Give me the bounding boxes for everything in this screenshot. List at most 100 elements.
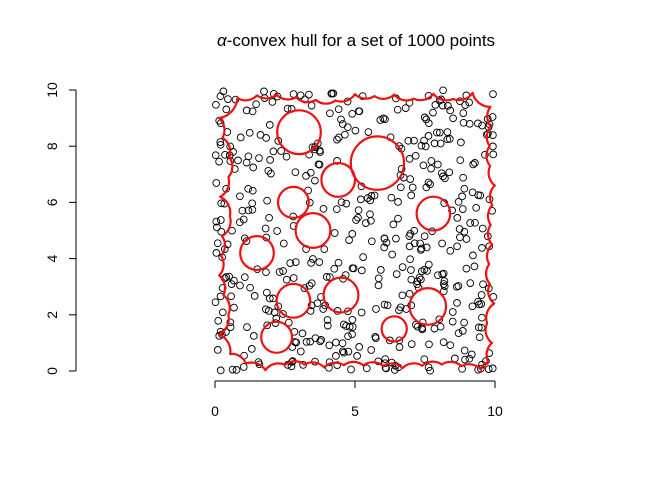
data-point <box>398 263 407 271</box>
data-point <box>380 243 389 252</box>
data-point <box>213 346 222 354</box>
data-point <box>236 192 244 201</box>
data-point <box>453 214 462 222</box>
data-point <box>420 265 429 274</box>
data-point <box>458 192 466 201</box>
data-point <box>456 156 465 165</box>
data-point <box>366 196 375 205</box>
data-point <box>337 115 345 124</box>
data-point <box>221 150 229 159</box>
data-point <box>313 299 322 308</box>
data-point <box>222 105 231 114</box>
data-point <box>390 366 399 374</box>
data-point <box>269 147 278 156</box>
data-point <box>279 239 288 248</box>
data-point <box>344 332 352 341</box>
data-point <box>436 139 445 148</box>
data-point <box>420 113 429 122</box>
data-point <box>465 119 474 128</box>
data-point <box>354 107 363 116</box>
data-point <box>300 284 309 292</box>
data-point <box>438 101 447 110</box>
data-point <box>217 199 226 208</box>
data-point <box>348 315 357 324</box>
data-point <box>405 242 414 251</box>
data-point <box>407 275 416 284</box>
data-point <box>218 308 227 317</box>
data-point <box>433 128 441 137</box>
data-point <box>457 138 465 147</box>
data-point <box>306 337 315 346</box>
data-point <box>309 255 317 263</box>
data-point <box>408 183 417 192</box>
data-point <box>465 354 474 363</box>
data-point <box>393 105 402 114</box>
data-point <box>248 199 257 208</box>
data-point <box>417 275 425 284</box>
data-point <box>430 139 439 148</box>
data-point <box>227 280 236 288</box>
data-point <box>453 299 461 307</box>
data-point <box>380 300 389 309</box>
title-alpha: α <box>217 31 228 50</box>
data-point <box>459 109 468 117</box>
data-point <box>338 120 347 128</box>
data-point <box>222 273 231 281</box>
data-point <box>296 91 305 100</box>
data-point <box>264 166 273 175</box>
data-point <box>291 258 300 266</box>
hull-hole <box>415 195 452 232</box>
data-point <box>341 130 349 139</box>
data-point <box>216 216 225 224</box>
data-point <box>379 114 388 123</box>
data-point <box>420 355 429 364</box>
data-point <box>282 275 291 284</box>
data-point <box>306 168 315 177</box>
data-point <box>382 238 391 247</box>
chart-title: α-convex hull for a set of 1000 points <box>217 31 495 50</box>
data-point <box>239 363 248 371</box>
data-point <box>470 262 479 271</box>
hull-hole <box>349 135 406 191</box>
data-point <box>419 161 428 170</box>
data-point <box>381 115 389 124</box>
data-point <box>226 318 235 327</box>
data-point <box>245 128 254 137</box>
data-point <box>476 191 485 200</box>
data-point <box>228 365 237 374</box>
data-point <box>338 339 347 348</box>
data-point <box>455 225 464 233</box>
data-point <box>458 205 467 213</box>
data-point <box>367 192 376 200</box>
data-point <box>227 292 235 301</box>
data-point <box>460 184 469 193</box>
data-point <box>449 114 457 123</box>
data-point <box>302 338 311 346</box>
points-layer <box>211 86 498 375</box>
data-point <box>383 301 392 310</box>
data-point <box>439 172 447 181</box>
data-point <box>268 98 277 106</box>
data-point <box>467 350 476 359</box>
data-point <box>265 121 274 129</box>
data-point <box>323 321 332 330</box>
data-point <box>448 317 457 326</box>
data-point <box>440 282 449 291</box>
hull-layer <box>217 91 496 372</box>
data-point <box>424 178 433 187</box>
data-point <box>213 223 221 232</box>
data-point <box>471 159 479 167</box>
data-point <box>275 268 284 276</box>
hull-hole <box>380 315 408 343</box>
data-point <box>362 364 371 373</box>
hull-outer-boundary <box>217 91 496 372</box>
data-point <box>354 206 363 215</box>
data-point <box>474 119 482 128</box>
data-point <box>488 364 497 373</box>
data-point <box>413 322 422 331</box>
data-point <box>332 205 341 214</box>
data-point <box>277 147 285 155</box>
data-point <box>339 320 348 329</box>
data-point <box>479 280 487 289</box>
y-tick-label: 4 <box>44 254 60 262</box>
